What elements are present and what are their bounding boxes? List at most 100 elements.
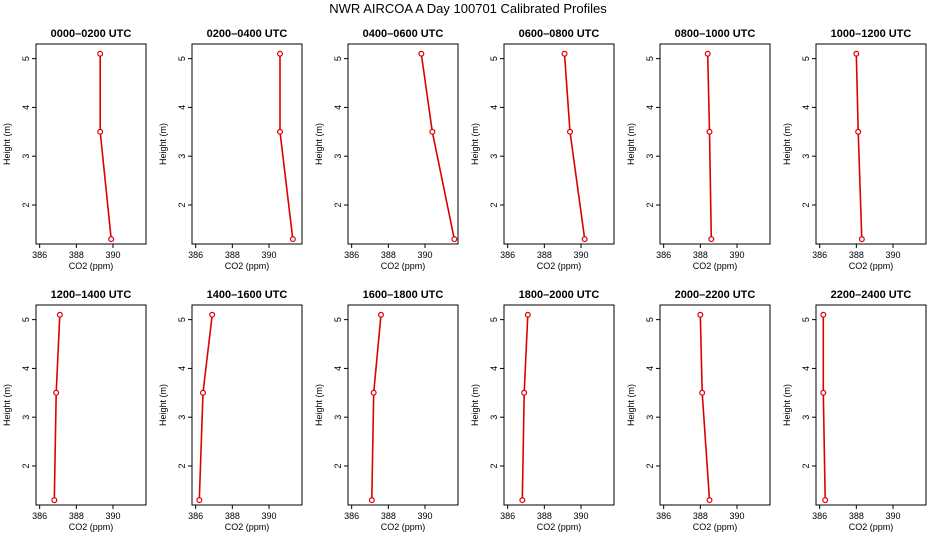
data-point (197, 498, 202, 503)
y-tick-label: 5 (333, 317, 343, 322)
plot-frame (348, 305, 458, 505)
x-tick-label: 388 (537, 250, 552, 260)
data-point (821, 390, 826, 395)
y-tick-label: 5 (645, 56, 655, 61)
panel-title: 0600–0800 UTC (519, 28, 600, 40)
y-tick-label: 2 (21, 202, 31, 207)
y-tick-label: 2 (489, 202, 499, 207)
data-point (525, 312, 530, 317)
plot-frame (816, 44, 926, 244)
data-point (98, 51, 103, 56)
plot-frame (660, 305, 770, 505)
x-tick-label: 386 (812, 511, 827, 521)
data-point (522, 390, 527, 395)
data-point (856, 129, 861, 134)
panel-2: 0200–0400 UTC 386 388 390 2 3 4 5 CO2 (ppm) Heigh… (158, 28, 302, 271)
data-point (371, 390, 376, 395)
y-tick-label: 2 (645, 463, 655, 468)
data-point (98, 129, 103, 134)
x-axis-label: CO2 (ppm) (849, 522, 894, 532)
x-tick-label: 388 (225, 511, 240, 521)
x-tick-label: 388 (69, 250, 84, 260)
y-tick-label: 4 (21, 105, 31, 110)
x-axis-label: CO2 (ppm) (693, 522, 738, 532)
x-tick-label: 388 (537, 511, 552, 521)
panel-title: 0400–0600 UTC (363, 28, 444, 40)
y-axis-label: Height (m) (158, 123, 168, 165)
panel-8: 1400–1600 UTC 386 388 390 2 3 4 5 CO2 (ppm) Heigh… (158, 289, 302, 532)
x-tick-label: 390 (885, 511, 900, 521)
x-tick-label: 386 (500, 511, 515, 521)
x-tick-label: 388 (381, 511, 396, 521)
x-tick-label: 386 (500, 250, 515, 260)
y-tick-label: 3 (21, 415, 31, 420)
x-tick-label: 388 (849, 511, 864, 521)
data-point (707, 129, 712, 134)
data-point (452, 237, 457, 242)
panel-6: 1000–1200 UTC 386 388 390 2 3 4 5 CO2 (ppm) Heigh… (782, 28, 926, 271)
profile-line (565, 54, 585, 239)
y-tick-label: 3 (177, 154, 187, 159)
y-tick-label: 2 (333, 202, 343, 207)
x-tick-label: 386 (188, 511, 203, 521)
data-point (57, 312, 62, 317)
x-axis-label: CO2 (ppm) (69, 522, 114, 532)
data-point (419, 51, 424, 56)
x-axis-label: CO2 (ppm) (693, 261, 738, 271)
y-tick-label: 2 (801, 463, 811, 468)
panel-9: 1600–1800 UTC 386 388 390 2 3 4 5 CO2 (ppm) Heigh… (314, 289, 458, 532)
y-tick-label: 3 (21, 154, 31, 159)
x-tick-label: 388 (693, 511, 708, 521)
x-tick-label: 388 (225, 250, 240, 260)
data-point (700, 390, 705, 395)
profile-line (700, 315, 709, 500)
y-axis-label: Height (m) (626, 384, 636, 426)
y-axis-label: Height (m) (2, 384, 12, 426)
data-point (201, 390, 206, 395)
data-point (823, 498, 828, 503)
profile-line (100, 54, 111, 239)
panel-title: 0800–1000 UTC (675, 28, 756, 40)
y-tick-label: 2 (177, 202, 187, 207)
profile-line (199, 315, 212, 500)
plot-frame (348, 44, 458, 244)
y-axis-label: Height (m) (782, 384, 792, 426)
y-tick-label: 3 (333, 415, 343, 420)
data-point (854, 51, 859, 56)
panel-11: 2000–2200 UTC 386 388 390 2 3 4 5 CO2 (ppm) Heigh… (626, 289, 770, 532)
y-tick-label: 5 (645, 317, 655, 322)
panel-5: 0800–1000 UTC386 388 3902345CO2 (ppm)Heigh… (626, 28, 770, 271)
y-tick-label: 2 (801, 202, 811, 207)
plot-frame (192, 305, 302, 505)
panel-7: 1200–1400 UTC386 388 3902345CO2 (ppm)Heigh… (2, 289, 146, 532)
y-tick-label: 4 (177, 366, 187, 371)
data-point (210, 312, 215, 317)
y-tick-label: 4 (21, 366, 31, 371)
x-tick-label: 388 (381, 250, 396, 260)
y-tick-label: 2 (177, 463, 187, 468)
y-tick-label: 4 (801, 366, 811, 371)
data-point (379, 312, 384, 317)
panel-3: 0400–0600 UTC386 388 3902345CO2 (ppm)Heigh… (314, 28, 458, 271)
y-tick-label: 3 (645, 154, 655, 159)
x-tick-label: 388 (69, 511, 84, 521)
data-point (369, 498, 374, 503)
panel-12: 2200–2400 UTC386 388 3902345CO2 (ppm)Heigh… (782, 289, 926, 532)
profile-line (823, 315, 825, 500)
profile-line (372, 315, 381, 500)
plot-frame (192, 44, 302, 244)
x-tick-label: 390 (105, 250, 120, 260)
data-point (698, 312, 703, 317)
data-point (821, 312, 826, 317)
y-tick-label: 4 (645, 366, 655, 371)
data-point (430, 129, 435, 134)
y-tick-label: 5 (21, 317, 31, 322)
y-tick-label: 2 (21, 463, 31, 468)
x-tick-label: 390 (729, 250, 744, 260)
profile-line (280, 54, 293, 239)
panel-title: 1000–1200 UTC (831, 28, 912, 40)
profiles-figure: 0000–0200 UTC386 388 3902345CO2 (ppm)Heigh… (0, 0, 936, 540)
y-tick-label: 3 (177, 415, 187, 420)
panel-4: 0600–0800 UTC 386 388 390 2 3 4 5 CO2 (ppm) Heigh… (470, 28, 614, 271)
plot-frame (504, 44, 614, 244)
